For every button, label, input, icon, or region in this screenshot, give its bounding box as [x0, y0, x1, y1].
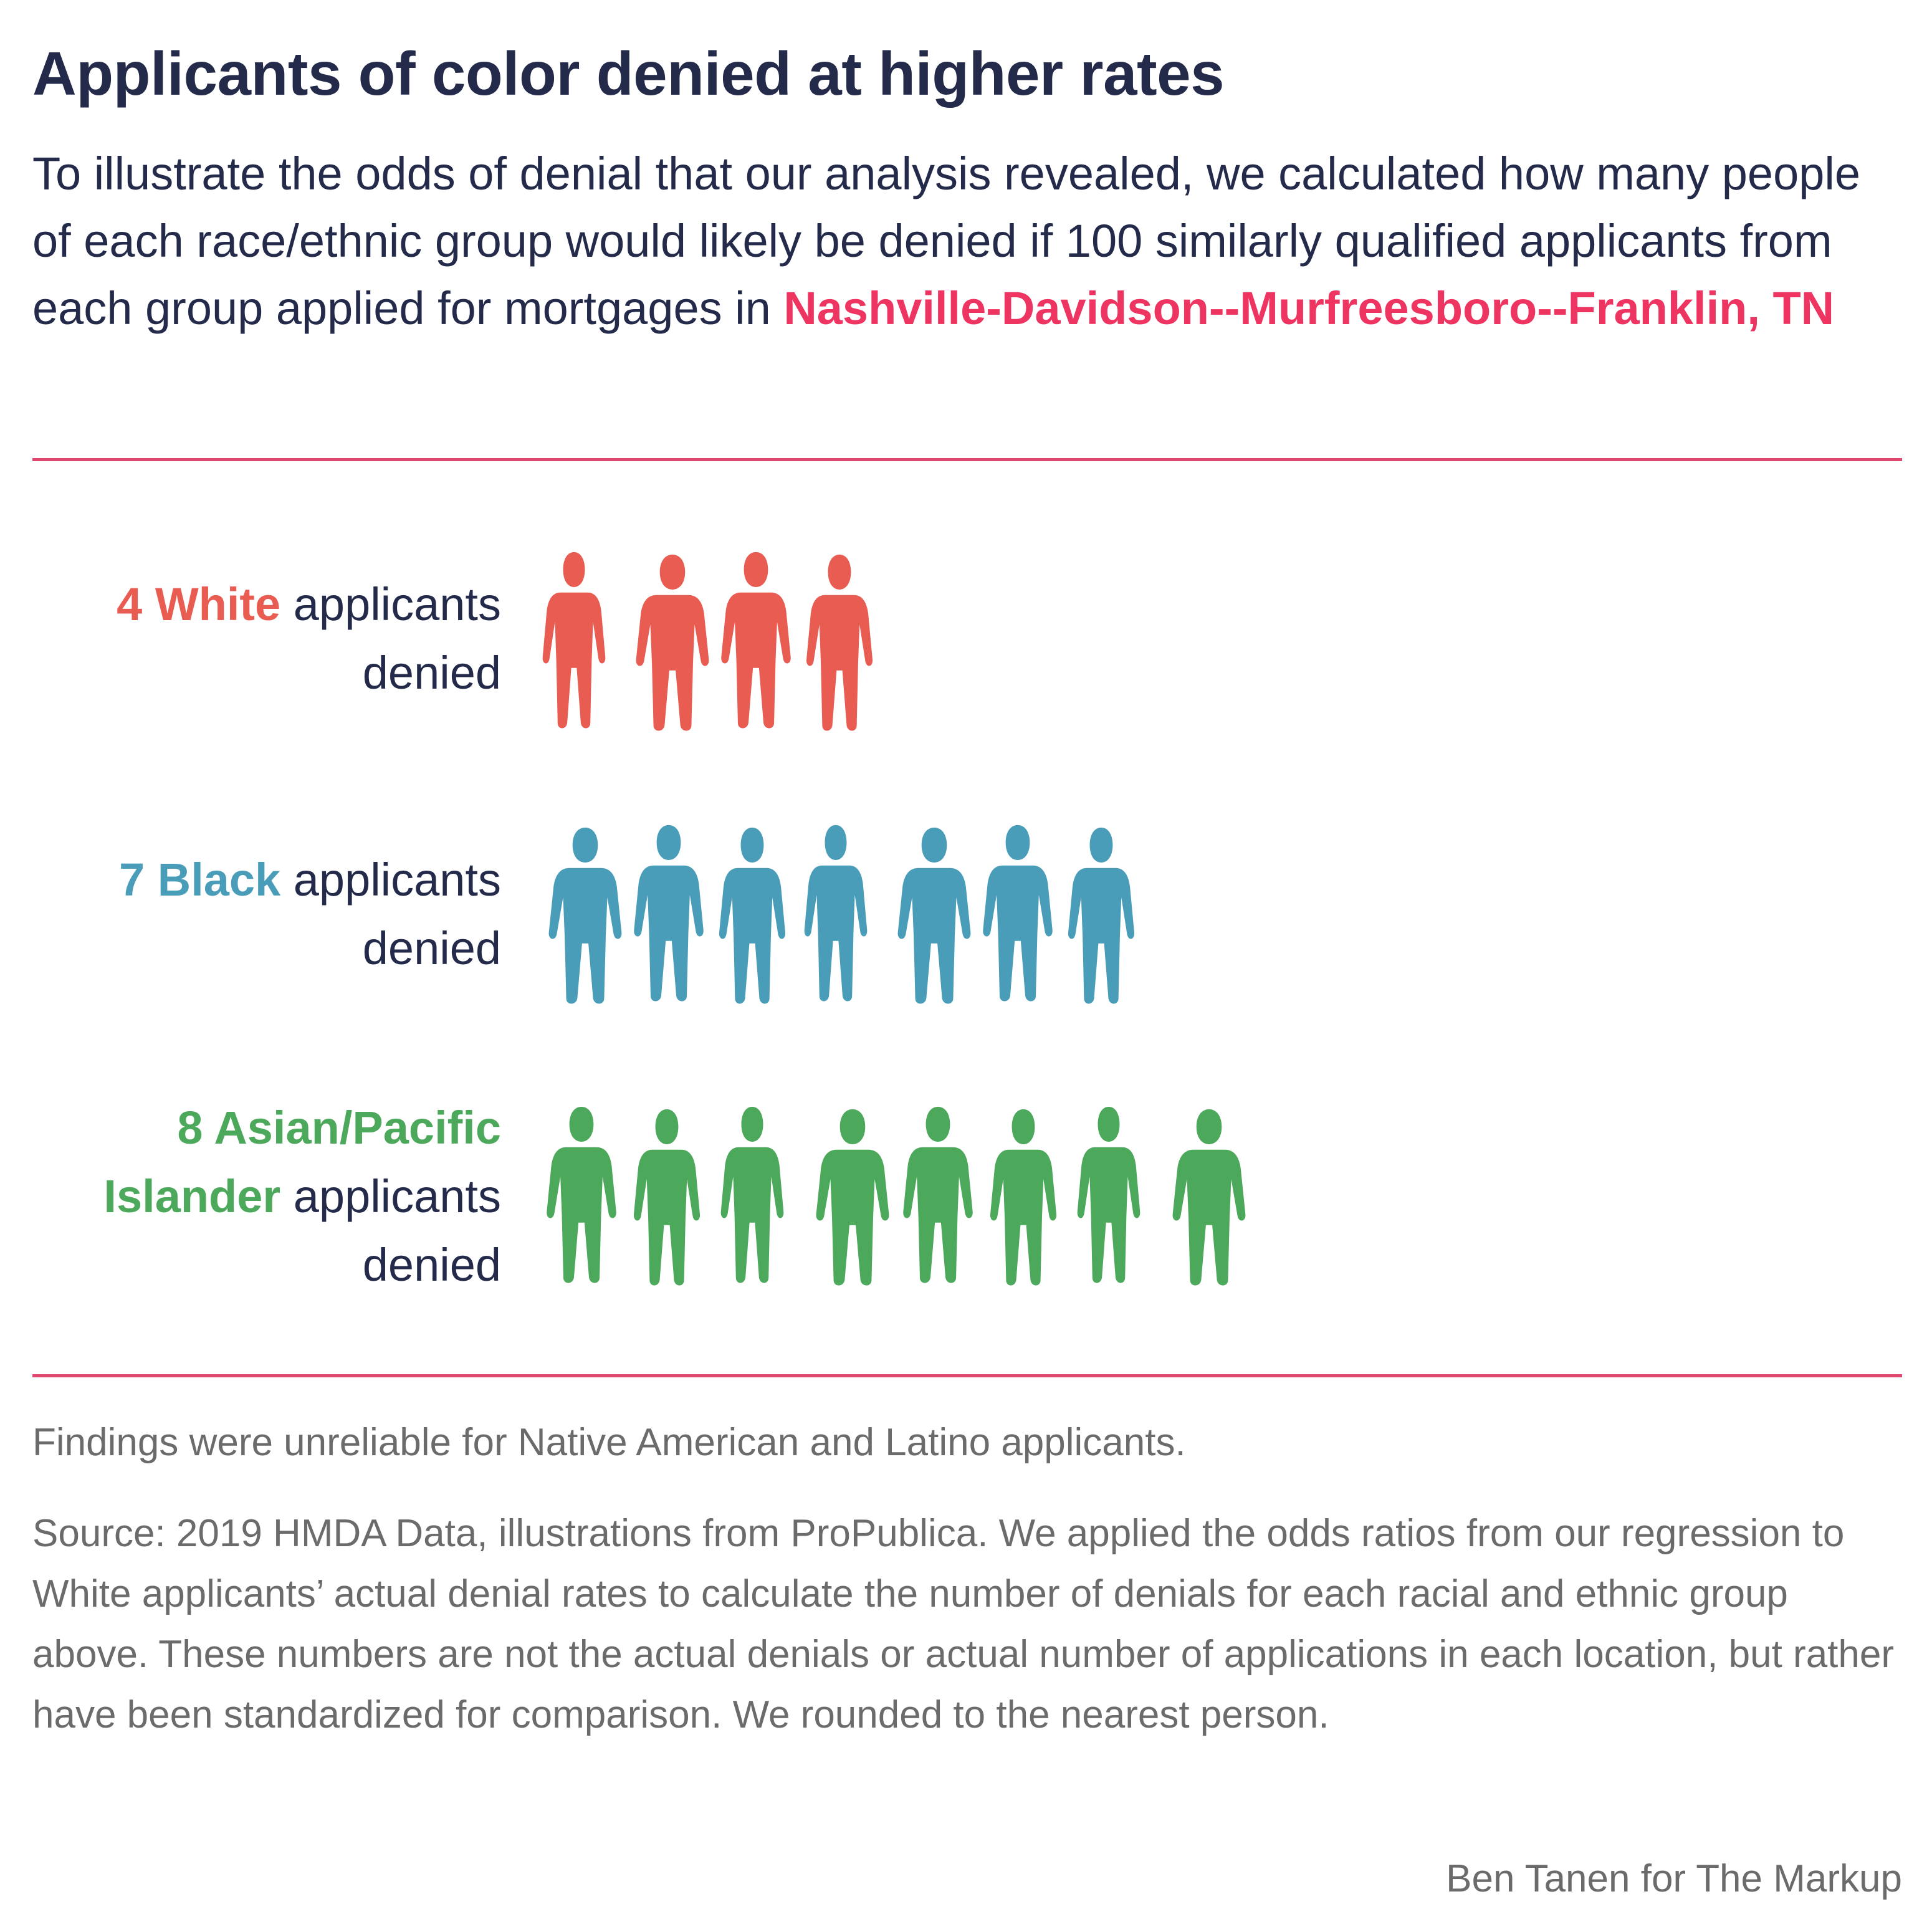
row-label-black-count: 7	[119, 854, 145, 906]
row-label-api-count-group: 8 Asian/Pacific	[177, 1102, 501, 1154]
person-silhouette-icon	[1172, 1109, 1246, 1286]
row-label-api-name-line2: Islander	[103, 1170, 281, 1222]
person-icon	[804, 825, 868, 1002]
chart-subtitle: To illustrate the odds of denial that ou…	[32, 140, 1908, 342]
person-silhouette-icon	[806, 554, 873, 731]
person-silhouette-icon	[636, 554, 709, 731]
person-silhouette-icon	[983, 825, 1053, 1002]
person-icon	[806, 554, 873, 731]
row-label-white-count: 4	[117, 578, 143, 630]
person-icon	[903, 1106, 973, 1283]
top-divider	[32, 458, 1902, 461]
person-icon	[636, 554, 709, 731]
person-silhouette-icon	[1077, 1106, 1141, 1283]
person-silhouette-icon	[903, 1106, 973, 1283]
subtitle-text: To illustrate the odds of denial that ou…	[32, 148, 1860, 334]
person-icon	[720, 1106, 784, 1283]
person-icon	[897, 827, 971, 1004]
person-silhouette-icon	[719, 827, 786, 1004]
person-silhouette-icon	[721, 552, 791, 729]
person-icon	[816, 1109, 889, 1286]
person-silhouette-icon	[634, 825, 704, 1002]
row-label-white-name: White	[155, 578, 281, 630]
person-icon	[983, 825, 1053, 1002]
person-silhouette-icon	[897, 827, 971, 1004]
footnote: Findings were unreliable for Native Amer…	[32, 1421, 1186, 1464]
person-silhouette-icon	[633, 1109, 701, 1286]
row-label-api-name-line1: Asian/Pacific	[214, 1102, 501, 1154]
row-label-api-suffix: applicants	[280, 1170, 501, 1222]
person-icon	[990, 1109, 1057, 1286]
person-silhouette-icon	[542, 552, 606, 729]
person-icon	[548, 827, 622, 1004]
person-silhouette-icon	[547, 1106, 616, 1283]
row-label-black-group: 7 Black	[119, 854, 280, 906]
person-icon	[719, 827, 786, 1004]
source-note: Source: 2019 HMDA Data, illustrations fr…	[32, 1512, 1895, 1736]
person-icon	[633, 1109, 701, 1286]
row-label-white-group: 4 White	[117, 578, 280, 630]
person-silhouette-icon	[720, 1106, 784, 1283]
person-icon	[547, 1106, 616, 1283]
person-icon	[1172, 1109, 1246, 1286]
person-icon	[721, 552, 791, 729]
person-icon	[542, 552, 606, 729]
row-label-black: 7 Black applicants denied	[32, 846, 501, 983]
row-label-white-denied: denied	[362, 647, 501, 699]
person-icon	[1068, 827, 1135, 1004]
row-label-api-count: 8	[177, 1102, 203, 1154]
person-silhouette-icon	[804, 825, 868, 1002]
person-silhouette-icon	[816, 1109, 889, 1286]
row-label-white: 4 White applicants denied	[32, 570, 501, 707]
credit-line: Ben Tanen for The Markup	[1446, 1857, 1902, 1900]
chart-title: Applicants of color denied at higher rat…	[32, 39, 1225, 108]
bottom-divider	[32, 1374, 1902, 1377]
row-label-black-suffix: applicants	[280, 854, 501, 906]
row-label-white-suffix: applicants	[280, 578, 501, 630]
person-icon	[634, 825, 704, 1002]
person-silhouette-icon	[548, 827, 622, 1004]
person-icon	[1077, 1106, 1141, 1283]
row-label-black-denied: denied	[362, 922, 501, 974]
row-label-asian-pacific-islander: 8 Asian/Pacific Islander applicants deni…	[32, 1094, 501, 1299]
row-label-black-name: Black	[157, 854, 281, 906]
location-name: Nashville-Davidson--Murfreesboro--Frankl…	[783, 282, 1835, 334]
person-silhouette-icon	[1068, 827, 1135, 1004]
row-label-api-denied: denied	[362, 1239, 501, 1291]
person-silhouette-icon	[990, 1109, 1057, 1286]
